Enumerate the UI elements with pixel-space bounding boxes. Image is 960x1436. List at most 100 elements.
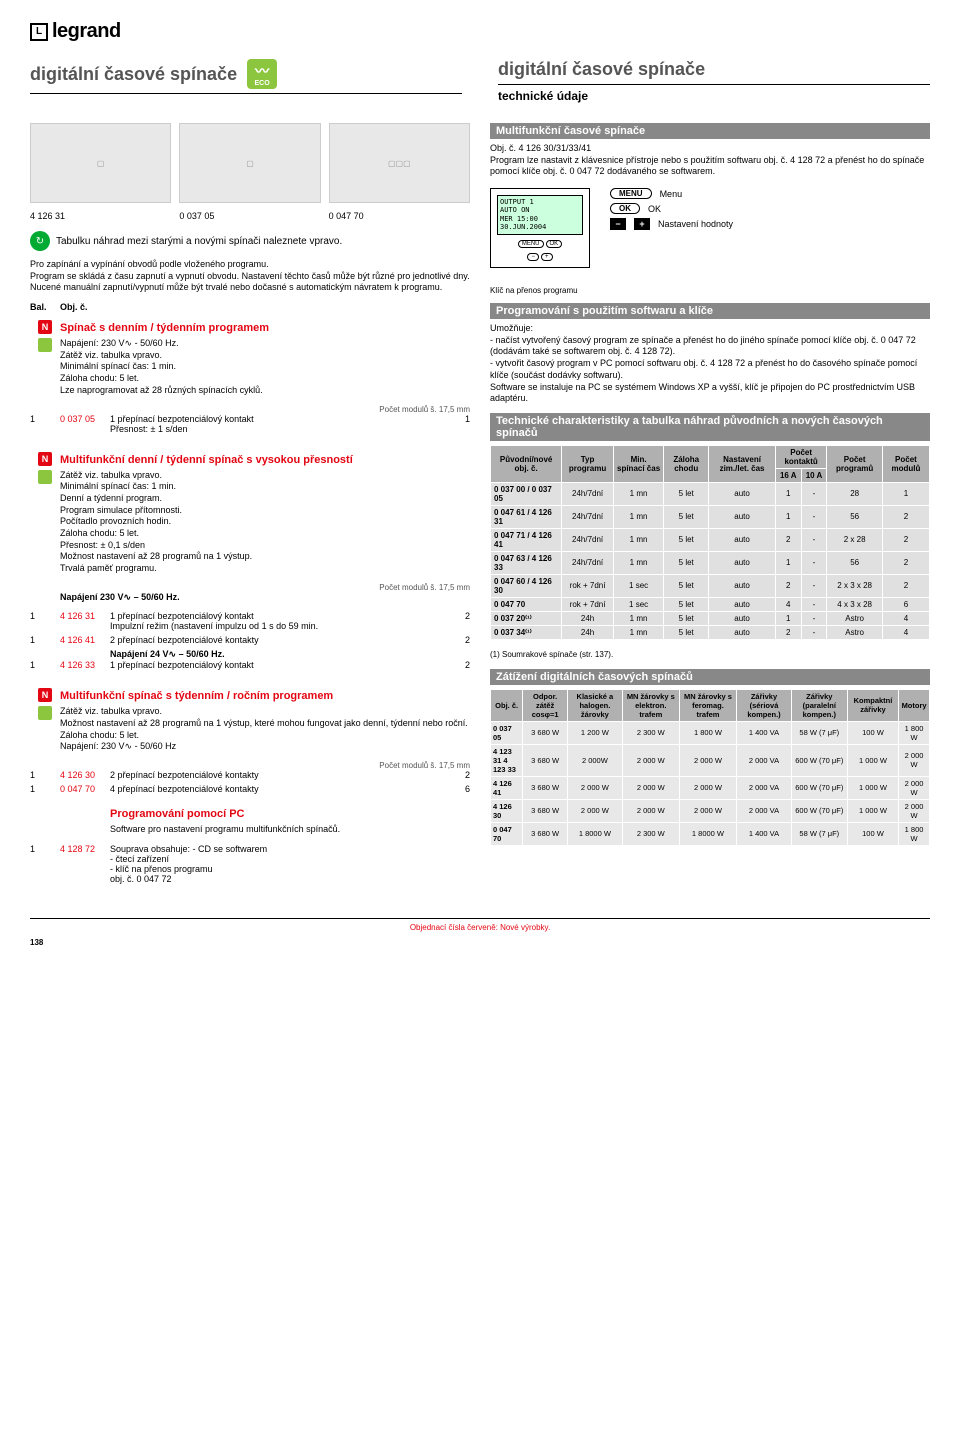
right1-heading: Programování s použitím softwaru a klíče bbox=[490, 303, 930, 319]
load-table: Obj. č. Odpor. zátěž cosφ=1 Klasické a h… bbox=[490, 689, 930, 846]
intro-body-left: Pro zapínání a vypínání obvodů podle vlo… bbox=[30, 259, 470, 294]
table-cell: 5 let bbox=[664, 597, 709, 611]
section2-sub2: Napájení 24 V∿ – 50/60 Hz. bbox=[110, 649, 470, 660]
table-cell: 0 047 70 bbox=[491, 597, 562, 611]
table-cell: 2 000 W bbox=[679, 799, 736, 822]
table-cell: 5 let bbox=[664, 528, 709, 551]
s2r3-bal: 1 bbox=[30, 660, 60, 670]
table-cell: 24h/7dní bbox=[562, 505, 614, 528]
table-cell: 3 680 W bbox=[523, 776, 568, 799]
pill-ok: OK bbox=[610, 203, 640, 214]
device-buttons-2: − + bbox=[497, 253, 583, 261]
n-icon: N bbox=[38, 688, 52, 702]
eco-badge: ECO bbox=[247, 59, 277, 89]
table-cell: 2 000 W bbox=[899, 776, 930, 799]
table-cell: 0 037 34⁽¹⁾ bbox=[491, 625, 562, 639]
table-cell: 0 047 63 / 4 126 33 bbox=[491, 551, 562, 574]
table-cell: 2 bbox=[882, 574, 929, 597]
table-cell: 1 sec bbox=[613, 574, 663, 597]
photo-label-3: 0 047 70 bbox=[329, 211, 470, 221]
table-cell: 0 037 20⁽¹⁾ bbox=[491, 611, 562, 625]
s2r1-obj: 4 126 31 bbox=[60, 611, 110, 631]
table-cell: - bbox=[801, 528, 827, 551]
table-cell: 2 bbox=[882, 505, 929, 528]
table-cell: 2 000 W bbox=[679, 744, 736, 776]
table-cell: 5 let bbox=[664, 551, 709, 574]
product-photo-2: ▢ bbox=[179, 123, 320, 203]
table-cell: - bbox=[801, 482, 827, 505]
table-cell: 2 000W bbox=[567, 744, 622, 776]
table-cell: 600 W (70 μF) bbox=[791, 744, 847, 776]
table-cell: 56 bbox=[827, 505, 883, 528]
table-cell: auto bbox=[709, 611, 776, 625]
table-cell: 24h/7dní bbox=[562, 551, 614, 574]
legend-ok-text: OK bbox=[648, 204, 661, 214]
section2-desc: Zátěž viz. tabulka vpravo. Minimální spí… bbox=[60, 470, 470, 575]
n-icon: N bbox=[38, 320, 52, 334]
section3-title: Multifunkční spínač s týdenním / ročním … bbox=[60, 690, 470, 702]
s1r1-bal: 1 bbox=[30, 414, 60, 434]
title-left-text: digitální časové spínače bbox=[30, 64, 237, 85]
photo-label-1: 4 126 31 bbox=[30, 211, 171, 221]
table-cell: 4 123 31 4 123 33 bbox=[491, 744, 523, 776]
table-cell: 2 x 28 bbox=[827, 528, 883, 551]
device-btn-minus: − bbox=[527, 253, 539, 261]
legend-adj-text: Nastavení hodnoty bbox=[658, 219, 733, 229]
reference-note-row: ↻ Tabulku náhrad mezi starými a novými s… bbox=[30, 231, 470, 251]
table-cell: 3 680 W bbox=[523, 799, 568, 822]
table-cell: 2 bbox=[775, 625, 801, 639]
table-cell: 24h bbox=[562, 625, 614, 639]
page-footer: Objednací čísla červeně: Nové výrobky. 1… bbox=[30, 918, 930, 947]
device-btn-ok: OK bbox=[546, 240, 563, 248]
col-head-bal: Bal. bbox=[30, 302, 60, 312]
table-cell: auto bbox=[709, 625, 776, 639]
table-cell: 4 bbox=[882, 625, 929, 639]
right-intro-text: Obj. č. 4 126 30/31/33/41 Program lze na… bbox=[490, 143, 930, 178]
section2-mod-note: Počet modulů š. 17,5 mm bbox=[60, 583, 470, 592]
table-cell: auto bbox=[709, 505, 776, 528]
table-cell: Astro bbox=[827, 611, 883, 625]
table-cell: 2 000 VA bbox=[737, 744, 792, 776]
lt-h2: Odpor. zátěž cosφ=1 bbox=[523, 689, 568, 721]
table-cell: 4 x 3 x 28 bbox=[827, 597, 883, 611]
tt-h5: Nastavení zim./let. čas bbox=[709, 445, 776, 482]
device-diagram: OUTPUT 1 AUTO ON MER 15:00 30.JUN.2004 M… bbox=[490, 188, 590, 268]
table-cell: 600 W (70 μF) bbox=[791, 799, 847, 822]
tt-h1: Původní/nové obj. č. bbox=[491, 445, 562, 482]
pill-menu: MENU bbox=[610, 188, 652, 199]
sq-plus: + bbox=[634, 218, 650, 230]
tt-h8: Počet modulů bbox=[882, 445, 929, 482]
table-cell: 600 W (70 μF) bbox=[791, 776, 847, 799]
table-cell: 1 800 W bbox=[899, 822, 930, 845]
table-cell: 5 let bbox=[664, 625, 709, 639]
s1r1-desc: 1 přepínací bezpotenciálový kontakt Přes… bbox=[110, 414, 450, 434]
table-cell: 28 bbox=[827, 482, 883, 505]
table-cell: 1 000 W bbox=[847, 776, 898, 799]
s3r1-desc: 2 přepínací bezpotenciálové kontakty bbox=[110, 770, 450, 780]
s3r2-obj: 0 047 70 bbox=[60, 784, 110, 794]
column-headers: Bal. Obj. č. bbox=[30, 302, 470, 312]
photo-labels: 4 126 31 0 037 05 0 047 70 bbox=[30, 211, 470, 221]
section3-icons: N bbox=[30, 688, 60, 720]
device-buttons: MENU OK bbox=[497, 240, 583, 248]
table-cell: 1 mn bbox=[613, 625, 663, 639]
table-cell: 5 let bbox=[664, 482, 709, 505]
device-caption: Klíč na přenos programu bbox=[490, 286, 930, 295]
lt-h9: Motory bbox=[899, 689, 930, 721]
tt-h3: Min. spínací čas bbox=[613, 445, 663, 482]
table-cell: 1 8000 W bbox=[679, 822, 736, 845]
table-cell: 1 bbox=[882, 482, 929, 505]
table-cell: 1 bbox=[775, 611, 801, 625]
lt-h6: Zářivky (sériová kompen.) bbox=[737, 689, 792, 721]
tt-h4: Záloha chodu bbox=[664, 445, 709, 482]
table-cell: 4 bbox=[775, 597, 801, 611]
table-cell: 100 W bbox=[847, 721, 898, 744]
s2r3-desc: 1 přepínací bezpotenciálový kontakt bbox=[110, 660, 450, 670]
s4r1-obj: 4 128 72 bbox=[60, 844, 110, 884]
s4r1-desc: Souprava obsahuje: - CD se softwarem - č… bbox=[110, 844, 470, 884]
section2-icons: N bbox=[30, 452, 60, 484]
brand-logo: L legrand bbox=[30, 20, 930, 43]
table-cell: 2 000 VA bbox=[737, 799, 792, 822]
product-photo-3: ▢▢▢ bbox=[329, 123, 470, 203]
s3r2-desc: 4 přepínací bezpotenciálové kontakty bbox=[110, 784, 450, 794]
